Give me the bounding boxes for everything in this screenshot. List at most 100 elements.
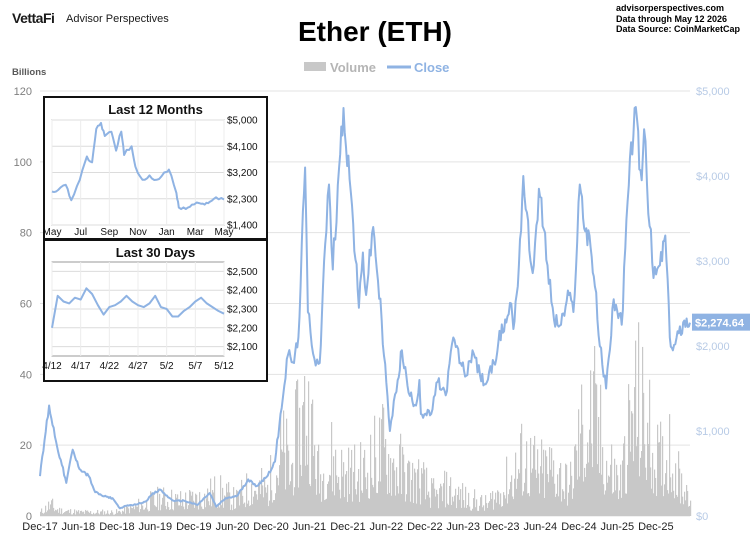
legend-label-close: Close <box>414 60 449 75</box>
volume-bar <box>322 480 324 516</box>
x-tick-label: Dec-24 <box>561 521 596 533</box>
volume-bar <box>247 503 249 516</box>
volume-bar <box>323 473 325 516</box>
volume-bar <box>333 456 335 516</box>
volume-bar <box>276 475 278 516</box>
volume-bar <box>42 512 44 516</box>
volume-bar <box>110 513 112 516</box>
volume-bar <box>363 457 365 516</box>
volume-bar <box>438 508 440 516</box>
volume-bar <box>623 443 625 516</box>
volume-bar <box>149 510 151 516</box>
volume-bar <box>410 501 412 516</box>
volume-bar <box>510 481 512 516</box>
x-tick-label: Jun-24 <box>524 521 558 533</box>
volume-bar <box>144 509 146 516</box>
volume-bar <box>399 444 401 516</box>
y-right-tick-label: $4,000 <box>696 171 730 183</box>
volume-bar <box>383 407 385 516</box>
volume-bar <box>439 488 441 516</box>
volume-bar <box>257 499 259 516</box>
inset-30d-x-tick-label: 4/27 <box>128 361 148 372</box>
inset-30d-y-tick-label: $2,100 <box>227 342 258 353</box>
volume-bar <box>560 463 562 516</box>
volume-bar <box>76 510 78 516</box>
volume-bar <box>521 423 523 516</box>
volume-bar <box>108 513 110 516</box>
volume-bar <box>52 498 54 516</box>
volume-bar <box>194 507 196 516</box>
volume-bar <box>129 513 131 516</box>
inset-12m-close-line <box>51 121 225 211</box>
volume-bar <box>449 485 451 516</box>
volume-bar <box>122 510 124 516</box>
volume-bar <box>571 475 573 516</box>
volume-bar <box>63 512 65 516</box>
x-tick-label: Jun-20 <box>216 521 250 533</box>
volume-bar <box>114 514 116 516</box>
volume-bar <box>379 417 381 516</box>
volume-bar <box>219 507 221 516</box>
volume-bar <box>525 468 527 516</box>
y-left-tick-label: 0 <box>26 511 32 523</box>
volume-bar <box>115 513 117 516</box>
volume-bar <box>187 508 189 516</box>
inset-12m-x-tick-label: May <box>215 227 234 238</box>
volume-bar <box>499 504 501 516</box>
x-tick-label: Dec-21 <box>330 521 365 533</box>
volume-bar <box>186 501 188 516</box>
volume-bar <box>123 511 125 516</box>
volume-bar <box>341 449 343 516</box>
volume-bar <box>570 461 572 516</box>
volume-bar <box>245 507 247 516</box>
volume-bar <box>284 452 286 516</box>
volume-bar <box>537 449 539 516</box>
y-right-tick-label: $3,000 <box>696 256 730 268</box>
volume-bar <box>492 491 494 516</box>
volume-bar <box>666 460 668 516</box>
volume-bar <box>642 346 644 516</box>
volume-bar <box>360 442 362 516</box>
volume-bar <box>198 509 200 516</box>
volume-bar <box>353 471 355 516</box>
volume-bar <box>206 498 208 516</box>
volume-bar <box>488 502 490 516</box>
volume-bar <box>354 444 356 516</box>
inset-12m-x-tick-label: Mar <box>187 227 205 238</box>
x-tick-label: Jun-23 <box>446 521 480 533</box>
volume-bar <box>111 510 113 516</box>
legend-swatch-volume <box>304 62 326 71</box>
volume-bar <box>566 464 568 516</box>
x-tick-label: Dec-23 <box>484 521 519 533</box>
volume-bar <box>83 511 85 516</box>
volume-bar <box>503 492 505 516</box>
volume-bar <box>84 513 86 516</box>
volume-bar <box>573 488 575 516</box>
volume-bar <box>51 500 53 516</box>
volume-bar <box>687 491 689 516</box>
volume-bar <box>91 513 93 516</box>
volume-bar <box>665 473 667 516</box>
volume-bar <box>685 500 687 516</box>
volume-bar <box>579 476 581 516</box>
volume-bar <box>487 507 489 516</box>
volume-bar <box>231 504 233 516</box>
volume-bar <box>612 493 614 516</box>
volume-bar <box>261 467 263 516</box>
volume-bar <box>124 505 126 516</box>
volume-bar <box>413 502 415 516</box>
volume-bar <box>682 496 684 516</box>
inset-30d-x-tick-label: 4/17 <box>71 361 91 372</box>
volume-bar <box>502 506 504 516</box>
volume-bar <box>214 476 216 516</box>
volume-bar <box>218 504 220 516</box>
volume-bar <box>153 493 155 516</box>
volume-bar <box>526 441 528 516</box>
y-left-tick-label: 40 <box>20 369 32 381</box>
volume-bar <box>414 468 416 516</box>
y-left-tick-label: 20 <box>20 440 32 452</box>
volume-bar <box>173 510 175 516</box>
volume-bar <box>49 509 51 516</box>
volume-bar <box>205 507 207 516</box>
left-axis-unit-label: Billions <box>12 67 47 78</box>
